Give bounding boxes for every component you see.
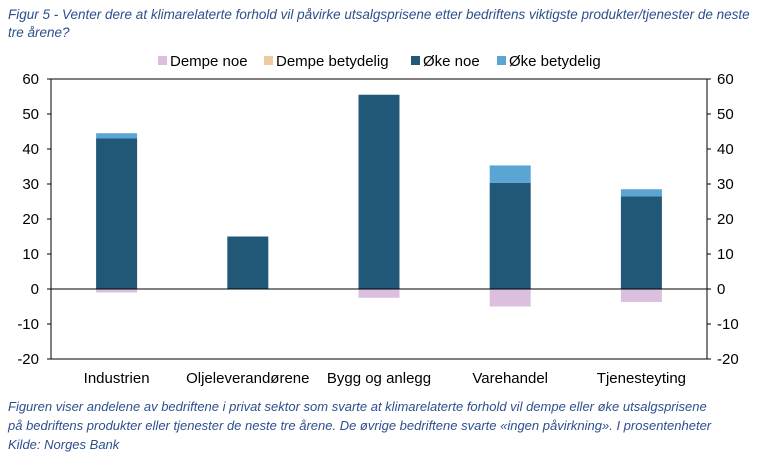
- legend-swatch: [158, 56, 167, 65]
- x-tick-label: Varehandel: [472, 370, 548, 387]
- legend: Dempe noe Dempe betydelig Øke noe Øke betyd…: [158, 53, 601, 70]
- x-axis-categories: Industrien Oljeleverandørene Bygg og anleg…: [84, 370, 686, 387]
- legend-label: Dempe betydelig: [276, 53, 389, 70]
- legend-swatch: [411, 56, 420, 65]
- bar-ke-noe-oljeleverand-rene: [227, 236, 269, 289]
- y-tick-label-right: -10: [717, 316, 739, 333]
- y-tick-label-left: 30: [22, 176, 39, 193]
- caption-line-1: Figuren viser andelene av bedriftene i p…: [8, 399, 707, 414]
- y-tick-label-right: 20: [717, 211, 734, 228]
- legend-item-ke-noe: Øke noe: [411, 53, 480, 70]
- x-tick-label: Industrien: [84, 370, 150, 387]
- bar-dempe-noe-tjenesteyting: [620, 289, 662, 302]
- x-tick-label: Tjenesteyting: [597, 370, 686, 387]
- source-line: Kilde: Norges Bank: [8, 437, 120, 452]
- legend-swatch: [264, 56, 273, 65]
- legend-label: Dempe noe: [170, 53, 248, 70]
- bar-ke-betydelig-tjenesteyting: [620, 189, 662, 197]
- y-tick-label-right: 10: [717, 246, 734, 263]
- y-axis-left: -20 -10 0 10 20 30 40 50 60: [17, 71, 51, 368]
- figure-title: Figur 5 - Venter dere at klimarelaterte …: [8, 7, 750, 40]
- plot-frame: [50, 78, 708, 360]
- legend-item-dempe-betydelig: Dempe betydelig: [264, 53, 389, 70]
- legend-label: Øke noe: [423, 53, 480, 70]
- y-tick-label-right: 40: [717, 141, 734, 158]
- axes: [50, 78, 708, 360]
- legend-item-ke-betydelig: Øke betydelig: [497, 53, 601, 70]
- bar-dempe-noe-varehandel: [489, 289, 531, 307]
- y-tick-label-left: 60: [22, 71, 39, 88]
- y-tick-label-right: 60: [717, 71, 734, 88]
- legend-item-dempe-noe: Dempe noe: [158, 53, 248, 70]
- x-tick-label: Bygg og anlegg: [327, 370, 431, 387]
- bar-dempe-noe-industrien: [96, 289, 138, 293]
- bars: [96, 94, 662, 307]
- x-tick-label: Oljeleverandørene: [186, 370, 309, 387]
- bar-ke-betydelig-industrien: [96, 133, 138, 139]
- y-tick-label-left: 50: [22, 106, 39, 123]
- y-tick-label-left: 0: [31, 281, 39, 298]
- y-tick-label-right: 0: [717, 281, 725, 298]
- bar-ke-noe-tjenesteyting: [620, 196, 662, 289]
- figure-caption: Figuren viser andelene av bedriftene i p…: [8, 397, 756, 454]
- bar-ke-noe-varehandel: [489, 182, 531, 289]
- y-tick-label-right: 50: [717, 106, 734, 123]
- y-tick-label-left: -10: [17, 316, 39, 333]
- y-tick-label-left: 20: [22, 211, 39, 228]
- bar-dempe-noe-bygg-og-anlegg: [358, 289, 400, 298]
- bar-ke-betydelig-varehandel: [489, 165, 531, 183]
- y-tick-label-right: -20: [717, 351, 739, 368]
- caption-line-2: på bedriftens produkter eller tjenester …: [8, 418, 712, 433]
- legend-swatch: [497, 56, 506, 65]
- legend-label: Øke betydelig: [509, 53, 601, 70]
- bar-ke-noe-bygg-og-anlegg: [358, 94, 400, 289]
- y-tick-label-right: 30: [717, 176, 734, 193]
- chart: Dempe noe Dempe betydelig Øke noe Øke betyd…: [17, 53, 739, 387]
- bar-ke-noe-industrien: [96, 138, 138, 289]
- y-axis-right: -20 -10 0 10 20 30 40 50 60: [707, 71, 739, 368]
- y-tick-label-left: 40: [22, 141, 39, 158]
- y-tick-label-left: -20: [17, 351, 39, 368]
- y-tick-label-left: 10: [22, 246, 39, 263]
